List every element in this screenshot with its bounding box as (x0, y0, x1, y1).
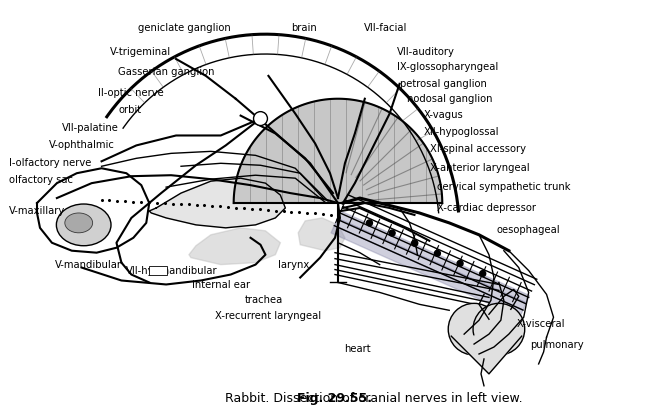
Text: trachea: trachea (244, 294, 283, 305)
Circle shape (480, 271, 486, 277)
Text: I-olfactory nerve: I-olfactory nerve (9, 157, 92, 167)
Text: pulmonary: pulmonary (530, 339, 583, 349)
Text: Fig. 29.55.: Fig. 29.55. (297, 391, 371, 404)
Polygon shape (298, 218, 345, 251)
Polygon shape (451, 336, 522, 374)
Text: VII-hyomandibular: VII-hyomandibular (126, 265, 217, 275)
Ellipse shape (65, 214, 93, 233)
Text: Gasserian ganglion: Gasserian ganglion (118, 67, 215, 77)
Text: XI-spinal accessory: XI-spinal accessory (430, 144, 526, 154)
Text: X-vagus: X-vagus (424, 110, 464, 120)
Text: V-maxillary: V-maxillary (9, 206, 65, 216)
Text: V-mandibular: V-mandibular (55, 260, 122, 270)
FancyBboxPatch shape (149, 266, 167, 275)
Text: olfactory sac: olfactory sac (9, 175, 73, 185)
Text: cervical sympathetic trunk: cervical sympathetic trunk (437, 182, 570, 192)
Circle shape (473, 304, 524, 355)
Circle shape (254, 112, 267, 126)
Text: IX-glossopharyngeal: IX-glossopharyngeal (397, 62, 498, 72)
Circle shape (411, 241, 418, 247)
Text: VII-facial: VII-facial (364, 23, 407, 33)
Text: internal ear: internal ear (192, 280, 250, 290)
Polygon shape (334, 219, 526, 310)
Text: oesophageal: oesophageal (496, 225, 560, 235)
Circle shape (448, 304, 500, 355)
Text: V-trigeminal: V-trigeminal (110, 46, 172, 57)
Text: II-optic nerve: II-optic nerve (98, 88, 164, 97)
Circle shape (367, 221, 373, 226)
Text: orbit: orbit (118, 105, 142, 115)
Text: brain: brain (291, 23, 317, 33)
Text: X-anterior laryngeal: X-anterior laryngeal (430, 163, 530, 173)
Text: V-ophthalmic: V-ophthalmic (49, 140, 115, 150)
Text: VII-palatine: VII-palatine (62, 122, 119, 132)
Polygon shape (149, 179, 285, 228)
Polygon shape (234, 100, 442, 204)
Text: geniclate ganglion: geniclate ganglion (138, 23, 231, 33)
Text: heart: heart (344, 343, 371, 353)
Text: larynx: larynx (278, 260, 309, 270)
Circle shape (457, 261, 463, 267)
Text: VII-auditory: VII-auditory (397, 46, 455, 57)
Text: X-visceral: X-visceral (516, 318, 565, 328)
Circle shape (389, 230, 395, 236)
Circle shape (434, 251, 440, 256)
Polygon shape (189, 228, 281, 265)
Ellipse shape (56, 204, 111, 246)
Text: nodosal ganglion: nodosal ganglion (407, 94, 492, 104)
Text: petrosal ganglion: petrosal ganglion (400, 78, 487, 88)
Polygon shape (337, 211, 530, 303)
Text: X-cardiac depressor: X-cardiac depressor (437, 203, 536, 213)
Text: Rabbit. Dissection of cranial nerves in left view.: Rabbit. Dissection of cranial nerves in … (145, 391, 523, 404)
Text: XII-hypoglossal: XII-hypoglossal (424, 126, 499, 136)
Text: X-recurrent laryngeal: X-recurrent laryngeal (214, 310, 321, 320)
Polygon shape (331, 226, 523, 318)
